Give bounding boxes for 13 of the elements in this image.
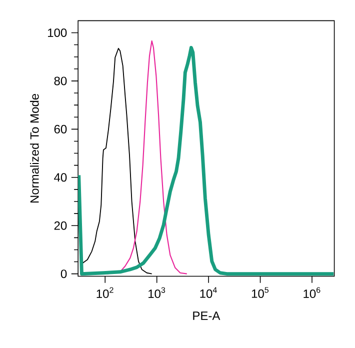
- y-tick-label: 20: [54, 221, 67, 230]
- y-tick-label: 40: [54, 172, 67, 182]
- x-tick-label: 10$^{6}$: [304, 287, 320, 298]
- x-tick-label: 10$^{2}$: [96, 287, 114, 298]
- y-tick-label: 80: [54, 76, 67, 86]
- x-tick-label: 10$^{3}$: [148, 287, 166, 298]
- y-axis-title: Normalized To Mode: [30, 94, 39, 202]
- y-tick-label: 0: [60, 269, 67, 278]
- x-tick-label: 10$^{4}$: [200, 287, 217, 298]
- y-tick-label: 60: [54, 124, 67, 134]
- y-tick-label: 100: [48, 28, 67, 37]
- x-tick-label: 10$^{5}$: [252, 287, 269, 298]
- x-axis-title: PE-A: [193, 311, 220, 320]
